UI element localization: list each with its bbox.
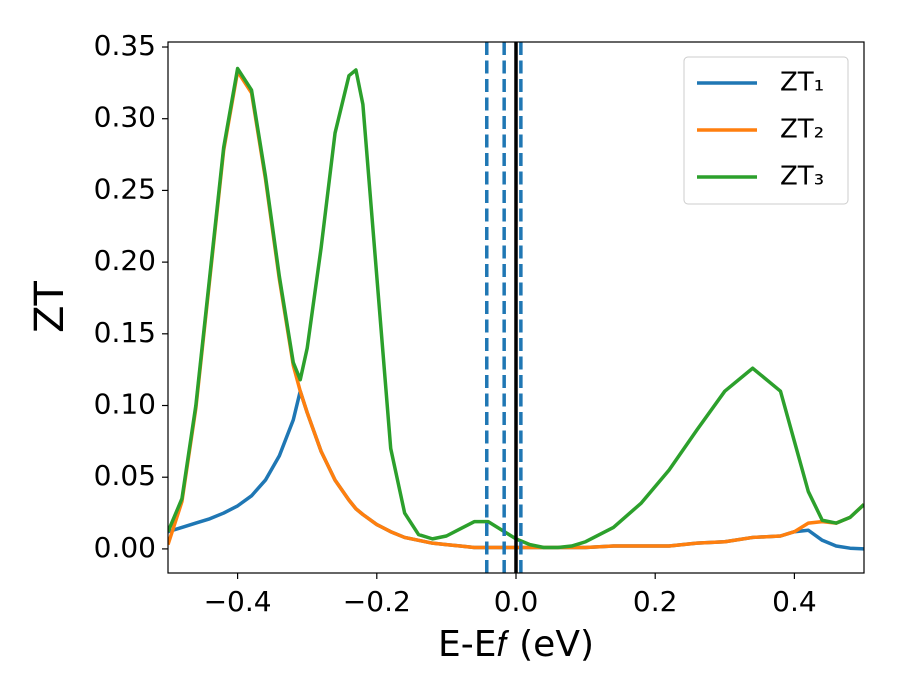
x-tick-label: 0.4 [772,585,817,618]
y-tick-label: 0.00 [94,531,156,564]
y-tick-label: 0.35 [94,29,156,62]
x-tick-label: −0.4 [204,585,272,618]
plot-area [168,42,864,573]
y-tick-label: 0.10 [94,388,156,421]
x-tick-label: 0.0 [494,585,539,618]
y-tick-label: 0.30 [94,101,156,134]
legend-label: ZT₃ [780,162,824,192]
y-axis-label: ZT [27,281,73,333]
y-tick-label: 0.15 [94,316,156,349]
y-tick-label: 0.20 [94,244,156,277]
data-line [168,66,864,550]
legend-box [683,56,849,205]
y-tick-label: 0.05 [94,459,156,492]
legend-label: ZT₁ [780,68,824,98]
x-tick-label: 0.2 [633,585,678,618]
x-axis-label: E-E𝑓 (eV) [438,624,594,665]
x-tick-label: −0.2 [343,585,411,618]
legend-label: ZT₂ [780,115,824,145]
y-tick-label: 0.25 [94,172,156,205]
axes-frame [167,41,865,574]
